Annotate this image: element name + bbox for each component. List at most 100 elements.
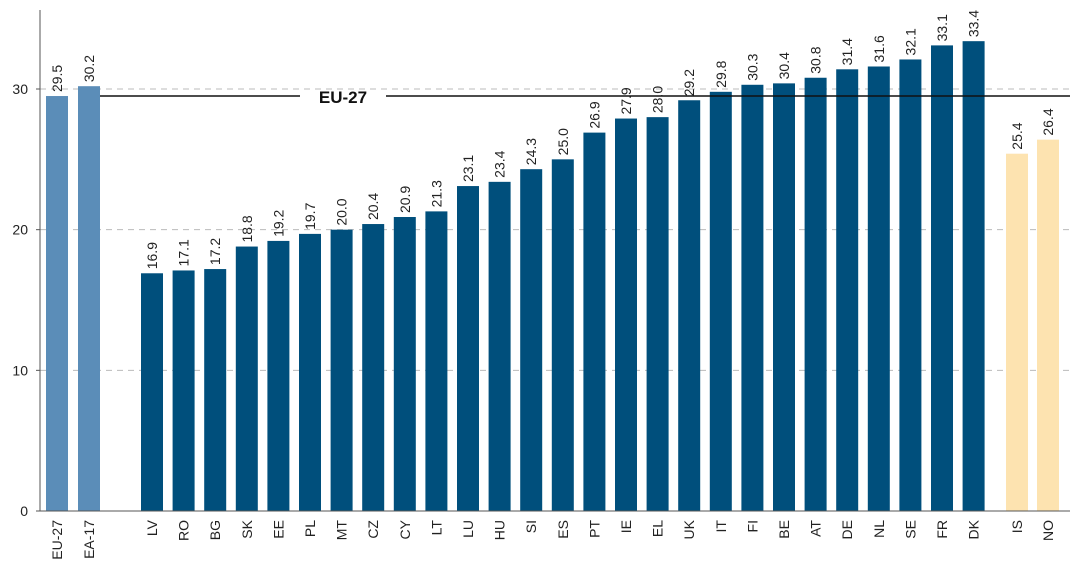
value-label: 29.8	[713, 60, 729, 87]
bar-pl	[299, 233, 321, 512]
value-label: 17.1	[176, 239, 192, 266]
bar-be	[773, 83, 795, 511]
value-label: 24.3	[523, 138, 539, 165]
category-label: EL	[650, 520, 666, 537]
value-label: 32.1	[902, 28, 918, 55]
value-label: 23.4	[492, 150, 508, 177]
bar-ea-17	[78, 86, 100, 511]
category-label: EU-27	[49, 520, 65, 560]
bar-cz	[362, 224, 385, 512]
value-label: 33.1	[934, 14, 950, 41]
bar-es	[551, 159, 574, 512]
bar-eu-27	[46, 96, 68, 512]
value-label: 30.2	[81, 55, 97, 82]
category-label: MT	[334, 520, 350, 541]
category-label: UK	[681, 519, 697, 539]
bar-de	[836, 69, 859, 511]
category-label: EA-17	[81, 520, 97, 559]
category-label: CZ	[365, 520, 381, 539]
category-label: IS	[1009, 520, 1025, 533]
category-label: HU	[492, 520, 508, 540]
category-label: LT	[428, 520, 444, 536]
category-label: SI	[523, 520, 539, 533]
value-label: 18.8	[239, 215, 255, 242]
bar-sk	[235, 246, 258, 511]
value-label: 29.2	[681, 69, 697, 96]
category-label: IE	[618, 520, 634, 533]
value-label: 30.8	[808, 46, 824, 73]
value-label: 20.4	[365, 193, 381, 220]
value-label: 19.2	[270, 209, 286, 236]
bar-hu	[488, 181, 511, 511]
bar-fr	[931, 45, 953, 511]
category-label: NL	[871, 520, 887, 538]
value-label: 26.4	[1040, 108, 1056, 135]
value-label: 20.9	[397, 186, 413, 213]
value-label: 16.9	[144, 242, 160, 269]
value-label: 20.0	[334, 198, 350, 225]
bar-uk	[678, 100, 701, 512]
y-tick-label: 0	[20, 503, 28, 519]
value-label: 21.3	[428, 180, 444, 207]
value-label: 17.2	[207, 238, 223, 265]
bar-at	[804, 77, 827, 511]
y-tick-label: 30	[12, 81, 28, 97]
category-label: SK	[239, 519, 255, 538]
category-label: NO	[1040, 520, 1056, 541]
value-label: 31.6	[871, 35, 887, 62]
category-label: RO	[176, 520, 192, 541]
bar-nl	[867, 66, 890, 511]
category-label: BE	[776, 520, 792, 539]
reference-line-label: EU-27	[319, 88, 367, 107]
grid	[40, 88, 1070, 371]
bar-ee	[267, 240, 290, 512]
category-label: PT	[586, 520, 602, 538]
bar-is	[1006, 153, 1028, 511]
value-label: 19.7	[302, 202, 318, 229]
category-label: LV	[144, 519, 160, 536]
bar-el	[646, 117, 669, 511]
category-label: ES	[555, 520, 571, 539]
bars	[46, 41, 1059, 512]
bar-si	[520, 169, 543, 511]
value-label: 28.0	[650, 86, 666, 113]
value-label: 27.9	[618, 87, 634, 114]
bar-fi	[741, 84, 764, 511]
bar-it	[709, 91, 732, 512]
bar-lt	[425, 211, 448, 511]
category-label: SE	[902, 520, 918, 539]
bar-mt	[330, 229, 353, 511]
value-label: 29.5	[49, 65, 65, 92]
y-tick-label: 20	[12, 222, 28, 238]
bar-bg	[204, 269, 227, 511]
bar-ie	[615, 118, 637, 511]
value-label: 31.4	[839, 38, 855, 65]
bar-lu	[457, 186, 479, 511]
value-label: 25.0	[555, 128, 571, 155]
bar-lv	[141, 273, 163, 511]
category-label: FI	[744, 520, 760, 532]
value-label: 26.9	[586, 101, 602, 128]
category-label: LU	[460, 520, 476, 538]
value-label: 33.4	[966, 10, 982, 37]
category-label: AT	[808, 520, 824, 537]
category-label: DE	[839, 520, 855, 539]
category-label: EE	[270, 520, 286, 539]
category-label: IT	[713, 520, 729, 533]
category-label: DK	[966, 519, 982, 539]
category-label: PL	[302, 520, 318, 537]
bar-se	[899, 59, 922, 512]
category-label: BG	[207, 520, 223, 540]
axes	[36, 10, 1070, 512]
y-tick-label: 10	[12, 362, 28, 378]
value-label: 30.4	[776, 52, 792, 79]
bar-no	[1037, 139, 1059, 511]
labels: 0 10 20 30 29.5 EU-27 30.2 EA-17 16.9 LV 17.1 RO 17.…	[12, 10, 1056, 560]
value-label: 23.1	[460, 155, 476, 182]
bar-cy	[393, 217, 416, 512]
value-label: 30.3	[744, 53, 760, 80]
bar-ro	[172, 270, 195, 511]
category-label: CY	[397, 519, 413, 539]
